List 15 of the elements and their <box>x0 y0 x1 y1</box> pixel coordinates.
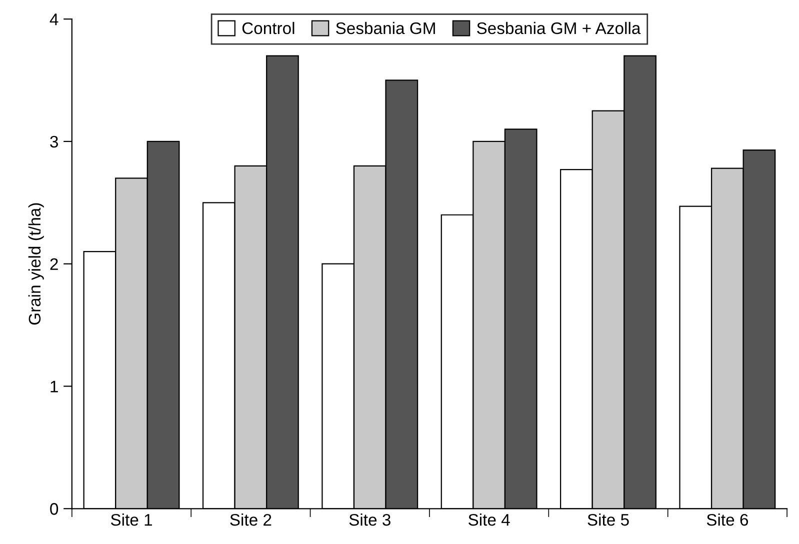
y-tick-label: 3 <box>50 136 58 148</box>
x-tick-label: Site 1 <box>110 514 152 526</box>
y-tick-label: 4 <box>50 14 58 26</box>
y-tick-label: 2 <box>50 258 58 270</box>
legend-label: Control <box>242 22 294 34</box>
legend-label: Sesbania GM + Azolla <box>477 22 641 34</box>
y-tick-label: 0 <box>50 503 58 515</box>
x-tick-label: Site 6 <box>706 514 748 526</box>
x-tick-label: Site 2 <box>230 514 272 526</box>
x-tick-label: Site 5 <box>588 514 629 526</box>
y-axis-title: Grain yield (t/ha) <box>28 203 44 325</box>
y-tick-label: 1 <box>50 380 58 392</box>
x-tick-label: Site 3 <box>349 514 390 526</box>
legend-label: Sesbania GM <box>336 22 435 34</box>
x-tick-label: Site 4 <box>468 514 510 526</box>
